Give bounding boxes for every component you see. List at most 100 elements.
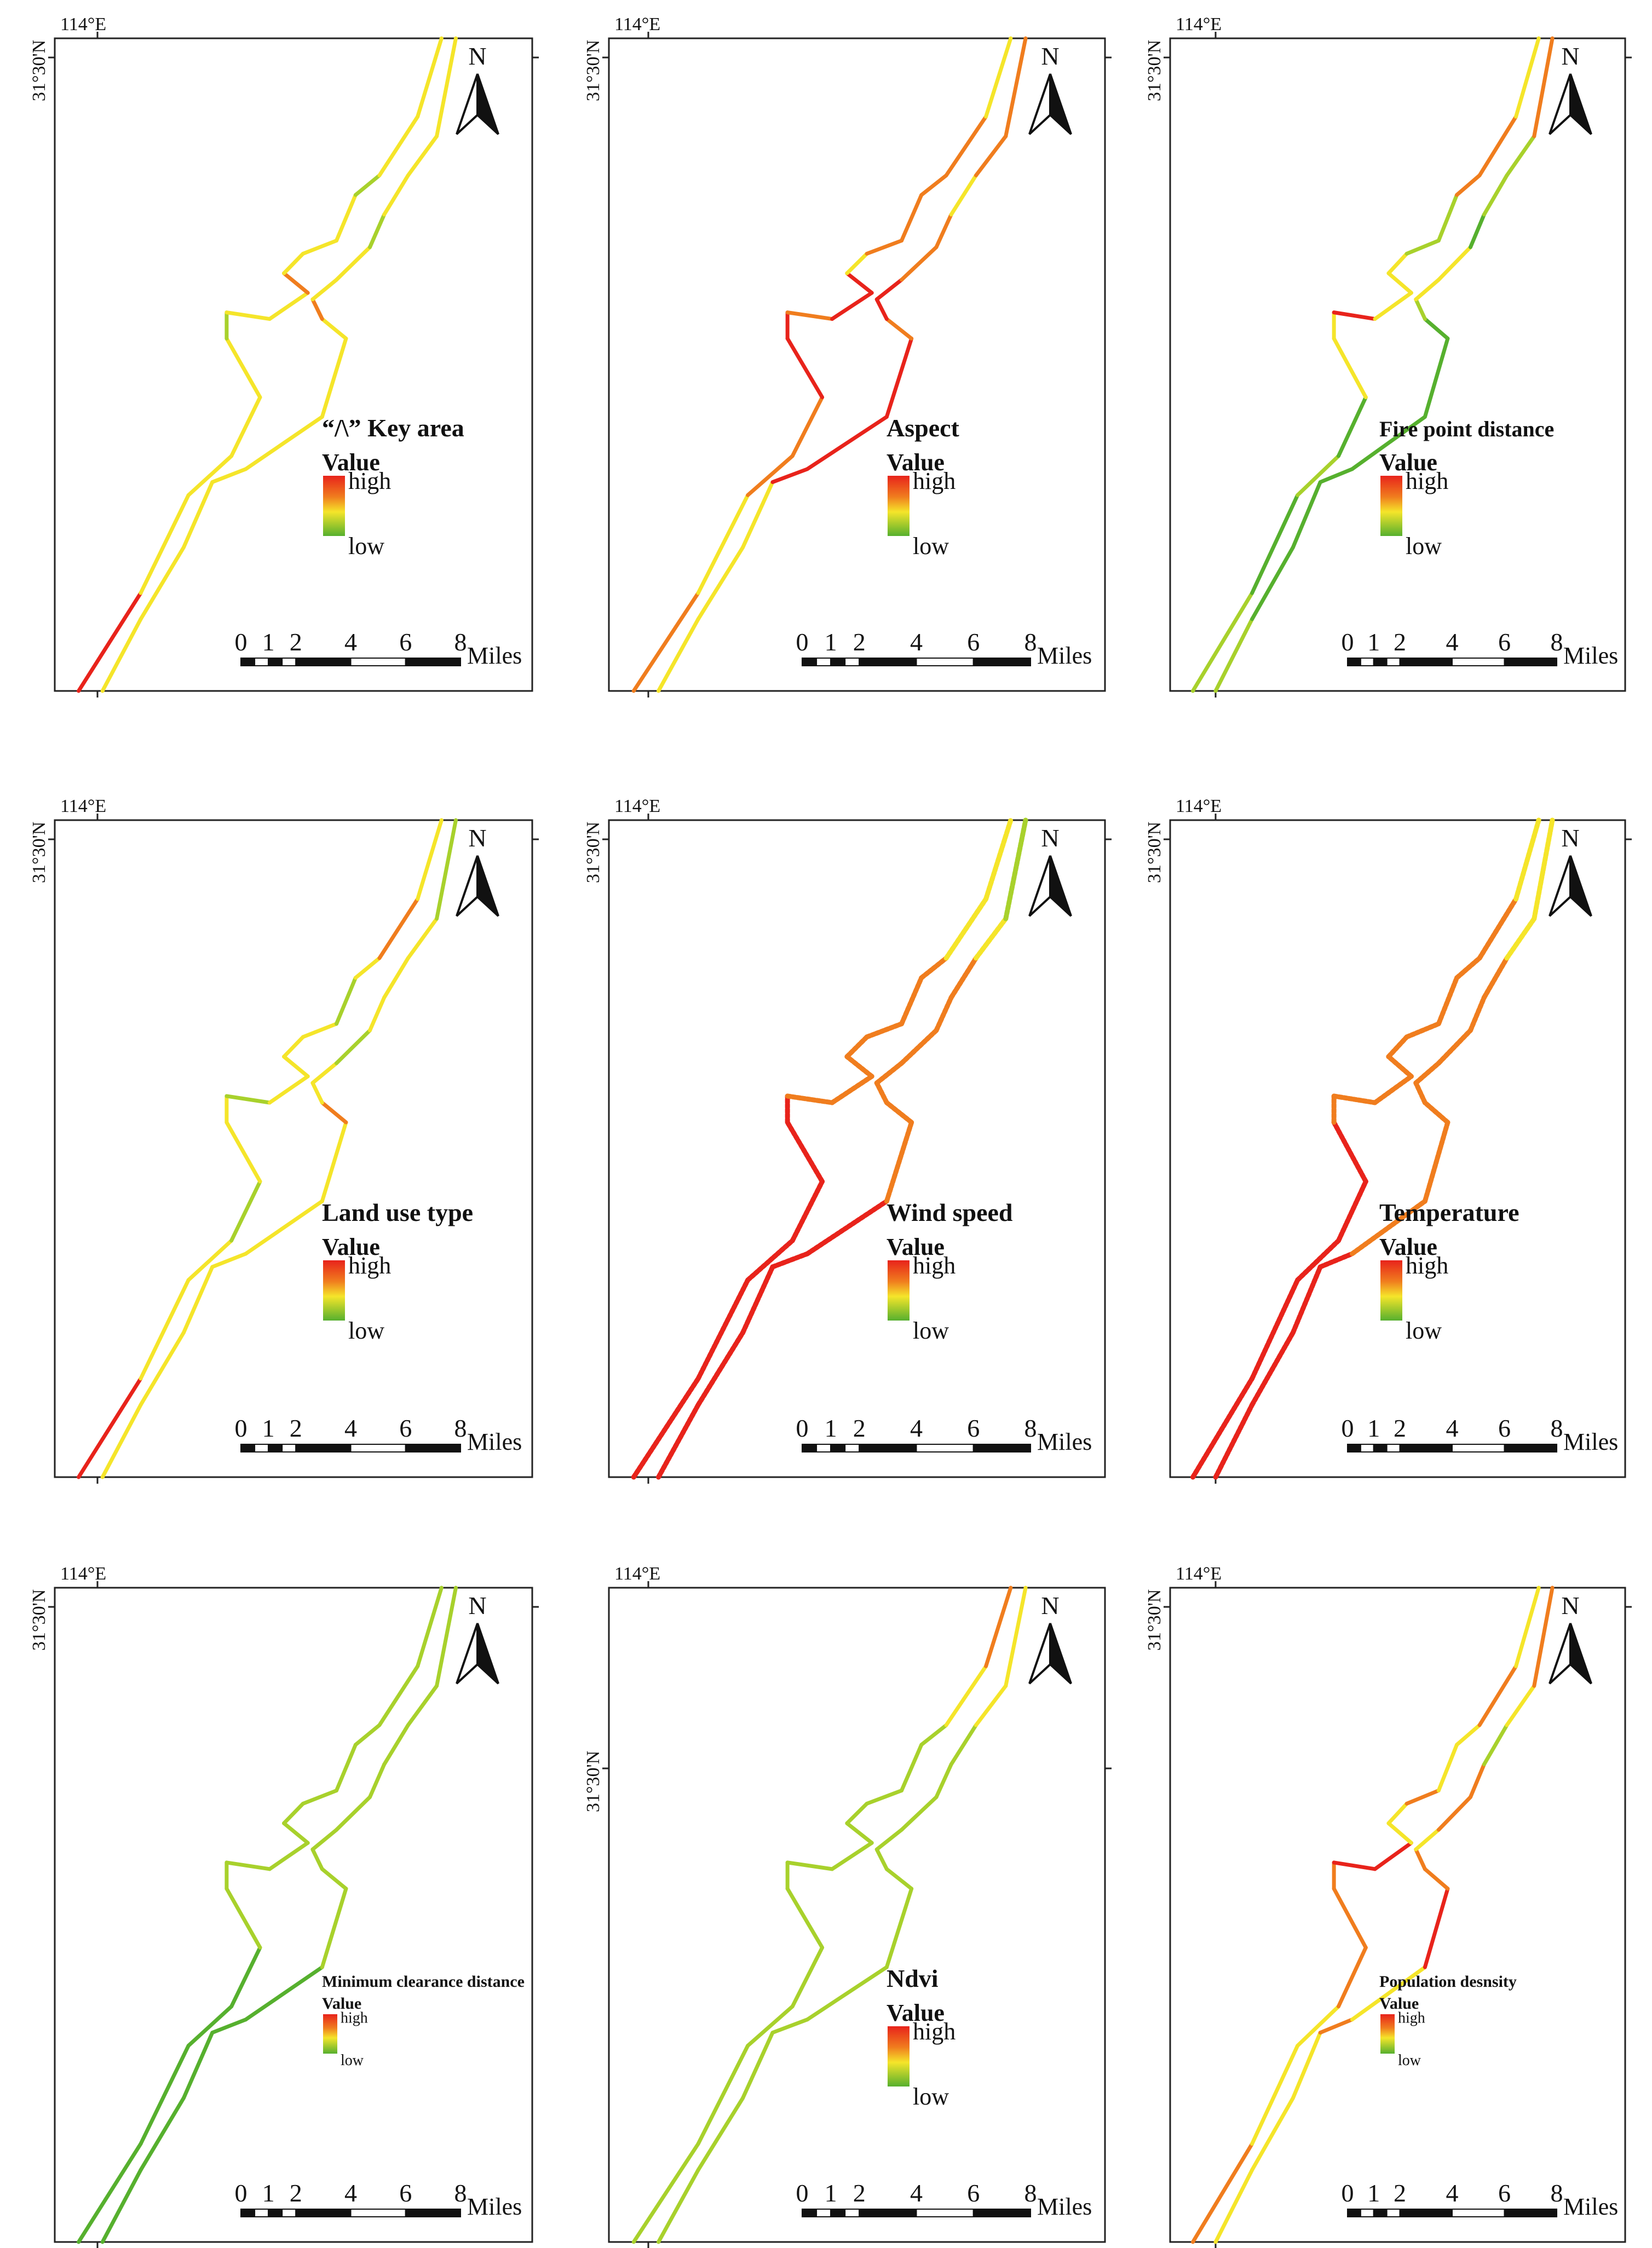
route-line-a-segment bbox=[186, 2004, 234, 2048]
north-label: N bbox=[468, 824, 486, 852]
map-frame bbox=[1169, 1587, 1626, 2243]
route-line-b-segment bbox=[884, 1100, 914, 1125]
route-line-b-segment bbox=[1318, 467, 1354, 485]
route-line-b-segment bbox=[139, 1330, 186, 1407]
scale-bar-segment bbox=[268, 1444, 283, 1452]
route-line-a-segment bbox=[1436, 1743, 1459, 1792]
legend-high-label: high bbox=[1406, 1252, 1448, 1279]
route-line-b-segment bbox=[1532, 1586, 1555, 1688]
route-line-b-segment bbox=[368, 1762, 387, 1799]
north-arrow-icon bbox=[456, 73, 499, 135]
north-label: N bbox=[1561, 824, 1579, 852]
legend-color-ramp bbox=[323, 476, 345, 536]
route-line-b-segment bbox=[139, 2096, 186, 2172]
latitude-label: 31°30'N bbox=[1144, 1589, 1165, 1651]
legend-value-label: Value bbox=[1379, 449, 1437, 476]
scale-bar: 0 1 2 4 6 8 Miles bbox=[796, 2179, 1092, 2220]
route-line-b-segment bbox=[805, 414, 889, 471]
route-line-a-segment bbox=[845, 1801, 869, 1825]
route-line-a-segment bbox=[267, 291, 310, 321]
map-frame bbox=[54, 1587, 533, 2243]
route-line-b-segment bbox=[1414, 1847, 1427, 1871]
route-line-b-segment bbox=[210, 1252, 248, 1269]
route-line-a-segment bbox=[282, 1054, 310, 1079]
route-line-a-segment bbox=[1386, 271, 1413, 295]
north-arrow-icon bbox=[1028, 1623, 1072, 1685]
route-line-b-segment bbox=[770, 1251, 810, 1270]
panel-title: Ndvi bbox=[887, 1964, 939, 1992]
route-line-b-segment bbox=[657, 617, 700, 693]
route-line-b-segment bbox=[181, 2031, 215, 2100]
north-label: N bbox=[1561, 1592, 1579, 1619]
route-line-a-segment bbox=[1405, 1788, 1441, 1806]
scale-tick-label: 2 bbox=[290, 1414, 302, 1442]
route-line-a-segment bbox=[282, 271, 310, 295]
route-line-b-segment bbox=[1532, 36, 1555, 139]
legend-high-label: high bbox=[913, 1252, 955, 1279]
route-line-a-segment bbox=[1332, 310, 1377, 321]
route-line-b-segment bbox=[1290, 1264, 1323, 1335]
route-line-b-segment bbox=[884, 1120, 914, 1204]
route-line-a-segment bbox=[416, 1586, 444, 1668]
route-line-a-segment bbox=[1332, 336, 1368, 400]
route-line-b-segment bbox=[770, 467, 809, 485]
longitude-label: 114°E bbox=[1176, 14, 1222, 34]
scale-tick-label: 8 bbox=[454, 1414, 467, 1442]
route-line-a-segment bbox=[919, 173, 948, 197]
route-line-a-segment bbox=[1513, 817, 1541, 902]
route-line-b-segment bbox=[1250, 2096, 1295, 2172]
route-line-b-segment bbox=[244, 1199, 324, 1256]
scale-tick-label: 4 bbox=[1446, 2179, 1459, 2207]
route-line-b-segment bbox=[320, 1887, 348, 1969]
scale-tick-label: 8 bbox=[1024, 1414, 1037, 1442]
route-line-a-segment bbox=[1373, 1841, 1413, 1871]
scale-tick-label: 4 bbox=[910, 1414, 923, 1442]
route-line-a-segment bbox=[830, 1074, 874, 1105]
north-label: N bbox=[468, 1592, 486, 1619]
route-line-b-segment bbox=[1213, 617, 1254, 693]
scale-bar-segment bbox=[405, 658, 461, 666]
scale-bar-segment bbox=[1373, 2209, 1388, 2217]
scale-bar-segment bbox=[1452, 1444, 1505, 1452]
route-line-a-segment bbox=[1332, 1887, 1368, 1950]
panel-title: Aspect bbox=[887, 414, 960, 442]
latitude-label: 31°30'N bbox=[29, 1589, 49, 1651]
scale-bar-segment bbox=[859, 1444, 917, 1452]
scale-bar-segment bbox=[830, 1444, 846, 1452]
route-line-b-segment bbox=[1291, 2031, 1322, 2100]
route-line-b-segment bbox=[695, 1330, 746, 1408]
route-line-b-segment bbox=[368, 995, 387, 1033]
route-line-a-segment bbox=[229, 395, 262, 458]
route-line-a-segment bbox=[353, 956, 382, 980]
scale-tick-label: 4 bbox=[910, 628, 923, 656]
route-line-b-segment bbox=[1213, 2168, 1254, 2244]
scale-bar-segment bbox=[844, 2209, 860, 2217]
scale-bar-segment bbox=[1399, 1444, 1453, 1452]
route-line-a-segment bbox=[900, 1743, 924, 1792]
legend-low-label: low bbox=[913, 1317, 949, 1344]
route-line-b-segment bbox=[320, 1100, 348, 1125]
scale-tick-label: 4 bbox=[344, 1414, 357, 1442]
scale-bar-segment bbox=[916, 1444, 974, 1452]
scale-bar-segment bbox=[1360, 1444, 1374, 1452]
route-line-b-segment bbox=[334, 1795, 372, 1832]
route-line-b-segment bbox=[1436, 245, 1472, 282]
route-line-b-segment bbox=[1250, 545, 1295, 621]
scale-bar-segment bbox=[1386, 1444, 1401, 1452]
route-line-b-segment bbox=[1004, 36, 1028, 139]
route-line-b-segment bbox=[1250, 1330, 1296, 1408]
scale-bar-segment bbox=[844, 658, 860, 666]
route-line-a-segment bbox=[830, 1841, 874, 1871]
scale-bar-segment bbox=[350, 1444, 406, 1452]
route-line-a-segment bbox=[900, 193, 924, 243]
scale-tick-label: 8 bbox=[454, 628, 467, 656]
route-line-a-segment bbox=[696, 2044, 750, 2146]
north-arrow-icon bbox=[1028, 73, 1072, 135]
scale-tick-label: 0 bbox=[1342, 1414, 1354, 1442]
route-line-b-segment bbox=[741, 480, 775, 550]
route-line-a-segment bbox=[919, 1723, 948, 1747]
scale-bar-segment bbox=[240, 2209, 256, 2217]
route-line-a-segment bbox=[746, 2004, 795, 2048]
scale-tick-label: 6 bbox=[399, 1414, 412, 1442]
